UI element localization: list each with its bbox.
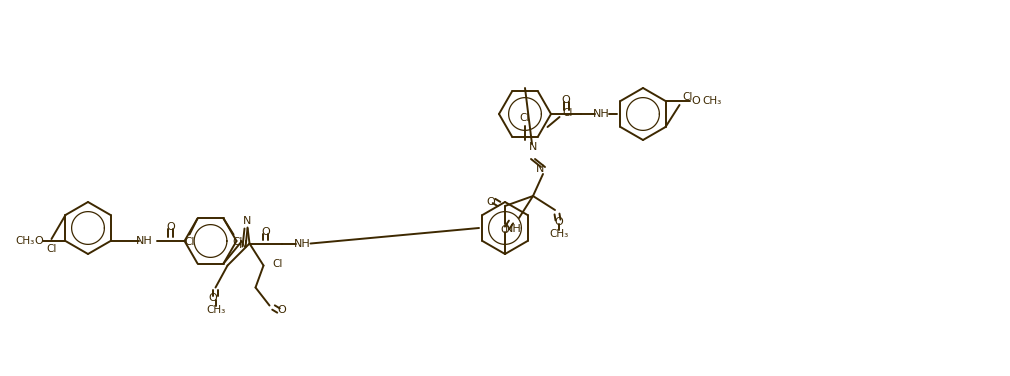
Text: NH: NH — [294, 238, 311, 249]
Text: Cl: Cl — [185, 238, 195, 247]
Text: CH₃: CH₃ — [702, 96, 721, 106]
Text: O: O — [262, 226, 270, 237]
Text: O: O — [691, 96, 700, 106]
Text: N: N — [239, 240, 247, 250]
Text: Cl: Cl — [520, 113, 530, 123]
Text: NH: NH — [593, 109, 609, 119]
Text: Cl: Cl — [683, 92, 693, 102]
Text: CH₃: CH₃ — [16, 236, 35, 246]
Text: O: O — [34, 236, 42, 246]
Text: CH₃: CH₃ — [206, 305, 225, 314]
Text: O: O — [277, 305, 286, 314]
Text: N: N — [243, 215, 251, 226]
Text: Cl: Cl — [232, 238, 242, 247]
Text: O: O — [487, 197, 495, 207]
Text: Cl: Cl — [46, 244, 57, 254]
Text: N: N — [536, 164, 544, 174]
Text: O: O — [501, 225, 509, 235]
Text: O: O — [166, 222, 175, 232]
Text: NH: NH — [505, 224, 521, 234]
Text: O: O — [562, 95, 571, 105]
Text: Cl: Cl — [273, 259, 283, 268]
Text: CH₃: CH₃ — [549, 229, 569, 239]
Text: N: N — [529, 142, 537, 152]
Text: O: O — [208, 293, 217, 303]
Text: NH: NH — [136, 236, 153, 246]
Text: O: O — [554, 217, 564, 227]
Text: Cl: Cl — [563, 108, 573, 118]
